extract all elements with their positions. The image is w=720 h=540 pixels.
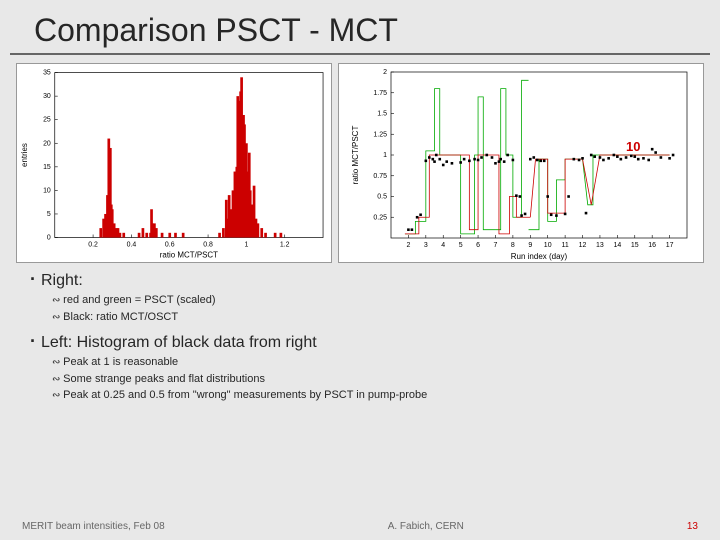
page-title: Comparison PSCT - MCT (10, 0, 710, 55)
svg-text:1: 1 (244, 241, 248, 248)
svg-text:ratio MCT/PSCT: ratio MCT/PSCT (351, 126, 360, 185)
footer-left: MERIT beam intensities, Feb 08 (22, 521, 165, 532)
bullet-item: Peak at 0.25 and 0.5 from "wrong" measur… (52, 387, 690, 404)
svg-text:ratio MCT/PSCT: ratio MCT/PSCT (160, 250, 218, 259)
svg-text:3: 3 (424, 242, 428, 249)
footer-page: 13 (687, 521, 698, 532)
svg-text:0.5: 0.5 (377, 194, 387, 201)
slide: Comparison PSCT - MCT 051015202530350.20… (0, 0, 720, 540)
svg-text:10: 10 (626, 139, 640, 154)
section-left-lead: Left: Histogram of black data from right (30, 334, 317, 351)
svg-text:5: 5 (459, 242, 463, 249)
svg-text:2: 2 (383, 69, 387, 76)
svg-text:10: 10 (43, 187, 51, 194)
svg-text:5: 5 (47, 211, 51, 218)
ratio-chart: 0.25 0.5 0.75 1 1.25 1.5 1.75 2 2 3 4 5 6 7 8 9 10 11 12 13… (338, 63, 704, 263)
svg-text:16: 16 (648, 242, 656, 249)
svg-text:9: 9 (528, 242, 532, 249)
svg-text:1: 1 (383, 152, 387, 159)
svg-text:0.6: 0.6 (165, 241, 175, 248)
footer: MERIT beam intensities, Feb 08 A. Fabich… (0, 521, 720, 532)
section-left: Left: Histogram of black data from right… (30, 331, 690, 404)
svg-text:1.5: 1.5 (377, 111, 387, 118)
svg-text:4: 4 (441, 242, 445, 249)
svg-text:2: 2 (406, 242, 410, 249)
svg-text:12: 12 (579, 242, 587, 249)
svg-text:0.2: 0.2 (88, 241, 98, 248)
charts-row: 051015202530350.20.40.60.811.2ratio MCT/… (16, 63, 704, 263)
svg-text:25: 25 (43, 117, 51, 124)
svg-text:0.8: 0.8 (203, 241, 213, 248)
footer-center: A. Fabich, CERN (388, 521, 464, 532)
svg-text:0.4: 0.4 (127, 241, 137, 248)
svg-text:0.25: 0.25 (373, 214, 387, 221)
svg-text:1.2: 1.2 (280, 241, 290, 248)
svg-text:8: 8 (511, 242, 515, 249)
svg-text:35: 35 (43, 70, 51, 77)
svg-text:1.25: 1.25 (373, 131, 387, 138)
bullets: Right: red and green = PSCT (scaled)Blac… (30, 269, 690, 404)
svg-text:15: 15 (631, 242, 639, 249)
svg-text:10: 10 (544, 242, 552, 249)
svg-text:15: 15 (43, 164, 51, 171)
bullet-item: Some strange peaks and flat distribution… (52, 371, 690, 388)
svg-text:6: 6 (476, 242, 480, 249)
histogram-chart: 0 5 10 15 20 25 30 35 0.2 0.4 0.6 0.8 1 1.2 ratio MCT/… (16, 63, 332, 263)
svg-text:Run index (day): Run index (day) (511, 252, 568, 261)
bullet-item: red and green = PSCT (scaled) (52, 292, 690, 309)
svg-text:30: 30 (43, 93, 51, 100)
section-right-lead: Right: (30, 272, 83, 289)
svg-text:entries: entries (20, 143, 29, 167)
svg-text:20: 20 (43, 140, 51, 147)
svg-text:17: 17 (666, 242, 674, 249)
section-right: Right: red and green = PSCT (scaled)Blac… (30, 269, 690, 325)
svg-text:11: 11 (561, 242, 568, 249)
svg-text:7: 7 (494, 242, 498, 249)
ratio-svg: 0.25 0.5 0.75 1 1.25 1.5 1.75 2 2 3 4 5 6 7 8 9 10 11 12 13… (339, 64, 703, 262)
bullet-item: Black: ratio MCT/OSCT (52, 309, 690, 326)
svg-text:0: 0 (47, 235, 51, 242)
svg-text:13: 13 (596, 242, 604, 249)
svg-text:14: 14 (613, 242, 621, 249)
bullet-item: Peak at 1 is reasonable (52, 354, 690, 371)
svg-text:1.75: 1.75 (373, 90, 387, 97)
svg-text:0.75: 0.75 (373, 173, 387, 180)
histogram-svg: 0 5 10 15 20 25 30 35 0.2 0.4 0.6 0.8 1 1.2 ratio MCT/… (17, 64, 331, 262)
